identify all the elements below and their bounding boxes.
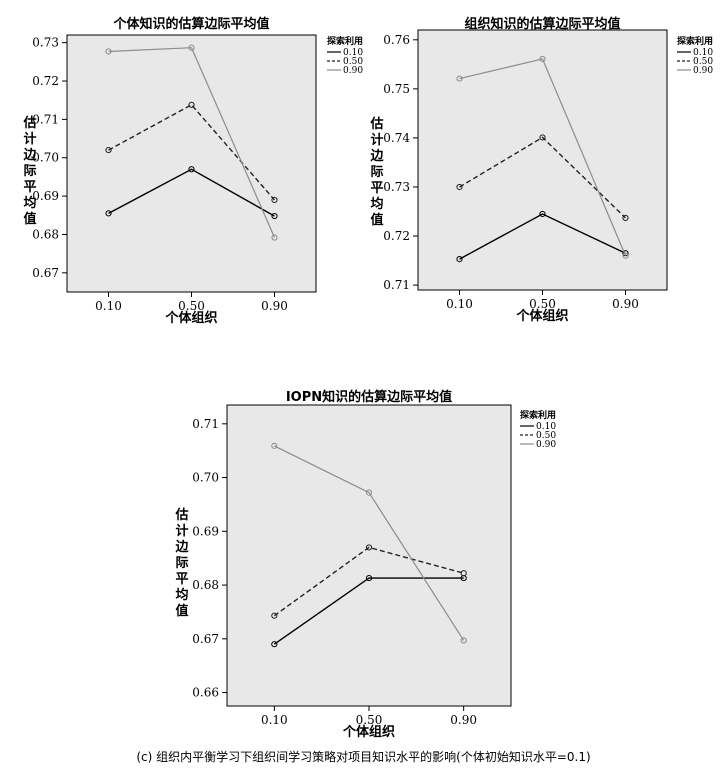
- y-tick-label: 0.73: [383, 180, 410, 194]
- data-point: [271, 212, 278, 220]
- data-point: [271, 612, 278, 619]
- chart-title: 组织知识的估算边际平均值: [464, 16, 620, 32]
- y-axis-label: 估计边际平均值: [22, 115, 37, 227]
- data-point: [622, 214, 629, 221]
- data-point: [188, 44, 195, 51]
- data-point: [105, 210, 112, 217]
- y-tick-label: 0.70: [192, 471, 219, 485]
- plot-area: [226, 404, 512, 707]
- legend-label: 0.90: [536, 440, 556, 450]
- y-tick-label: 0.69: [192, 524, 219, 538]
- data-point: [460, 570, 467, 577]
- data-point: [460, 637, 467, 644]
- chart-title: 个体知识的估算边际平均值: [112, 16, 269, 32]
- y-tick-label: 0.68: [192, 578, 219, 592]
- data-point: [539, 210, 546, 218]
- legend-title: 探索利用: [327, 35, 363, 47]
- legend-label: 0.10: [343, 48, 363, 58]
- legend-title: 探索利用: [677, 35, 713, 47]
- legend-label: 0.50: [343, 57, 363, 67]
- y-tick-label: 0.68: [32, 227, 59, 241]
- y-tick-label: 0.71: [192, 417, 219, 431]
- data-point: [105, 146, 112, 154]
- x-tick-label: 0.90: [261, 299, 288, 313]
- x-tick-label: 0.10: [261, 713, 288, 727]
- data-point: [365, 544, 373, 551]
- chart-2: 组织知识的估算边际平均值 0.71 0.72 0.73 0.74 0.75 0.76 0.10…: [369, 16, 713, 324]
- plot-area: [66, 34, 317, 293]
- data-point: [105, 48, 112, 55]
- y-tick-label: 0.69: [32, 189, 59, 203]
- data-point: [456, 75, 463, 82]
- data-point: [188, 166, 195, 173]
- data-point: [456, 255, 463, 263]
- chart-3: IOPN知识的估算边际平均值 0.66 0.67 0.68 0.69 0.70 0.71 0.…: [174, 389, 556, 740]
- y-tick-label: 0.71: [383, 278, 410, 292]
- data-point: [365, 489, 373, 496]
- y-tick-label: 0.70: [32, 151, 59, 165]
- x-tick-label: 0.10: [95, 299, 122, 313]
- y-tick-label: 0.66: [192, 686, 219, 700]
- data-point: [456, 183, 463, 191]
- legend-title: 探索利用: [520, 409, 556, 421]
- legend-label: 0.50: [536, 431, 556, 441]
- data-point: [365, 574, 373, 582]
- data-point: [188, 101, 195, 108]
- y-axis-label: 估计边际平均值: [174, 507, 189, 619]
- plot-area: [417, 29, 668, 291]
- legend-label: 0.90: [343, 66, 363, 76]
- x-axis-label: 个体组织: [164, 310, 217, 326]
- x-tick-label: 0.10: [446, 297, 473, 311]
- data-point: [271, 442, 278, 449]
- series-line-010: [459, 213, 626, 260]
- x-tick-label: 0.50: [178, 299, 205, 313]
- x-tick-label: 0.90: [612, 297, 639, 311]
- data-point: [271, 641, 278, 648]
- data-point: [622, 250, 629, 257]
- data-point: [271, 234, 278, 241]
- x-tick-label: 0.90: [450, 713, 477, 727]
- y-tick-label: 0.71: [32, 112, 59, 126]
- series-line-090: [459, 58, 627, 256]
- y-tick-label: 0.67: [32, 266, 59, 280]
- series-line-090: [108, 47, 276, 238]
- chart-1: 个体知识的估算边际平均值 0.67 0.68 0.69 0.70 0.71 0.72 0.73…: [22, 16, 363, 326]
- y-tick-label: 0.72: [32, 74, 59, 88]
- y-axis-label: 估计边际平均值: [369, 116, 384, 228]
- data-point: [622, 252, 629, 259]
- series-line-010: [273, 577, 464, 645]
- y-tick-label: 0.76: [383, 33, 410, 47]
- legend-label: 0.10: [693, 48, 713, 58]
- series-line-090: [274, 445, 465, 641]
- y-tick-label: 0.72: [383, 229, 410, 243]
- y-tick-label: 0.67: [192, 632, 219, 646]
- series-line-050: [273, 546, 464, 617]
- series-line-050: [459, 136, 626, 219]
- x-tick-label: 0.50: [529, 297, 556, 311]
- x-axis-label: 个体组织: [342, 724, 395, 740]
- data-point: [271, 196, 278, 204]
- chart-title: IOPN知识的估算边际平均值: [286, 389, 452, 405]
- legend-label: 0.50: [693, 57, 713, 67]
- legend-label: 0.90: [693, 66, 713, 76]
- x-tick-label: 0.50: [356, 713, 383, 727]
- x-axis-label: 个体组织: [515, 308, 568, 324]
- y-tick-label: 0.74: [383, 131, 410, 145]
- data-point: [539, 134, 546, 141]
- data-point: [539, 55, 546, 63]
- y-tick-label: 0.73: [32, 36, 59, 50]
- series-line-050: [108, 103, 276, 201]
- series-line-010: [108, 168, 275, 217]
- figure-caption: (c) 组织内平衡学习下组织间学习策略对项目知识水平的影响(个体初始知识水平=0…: [136, 750, 591, 764]
- y-tick-label: 0.75: [383, 82, 410, 96]
- legend-label: 0.10: [536, 422, 556, 432]
